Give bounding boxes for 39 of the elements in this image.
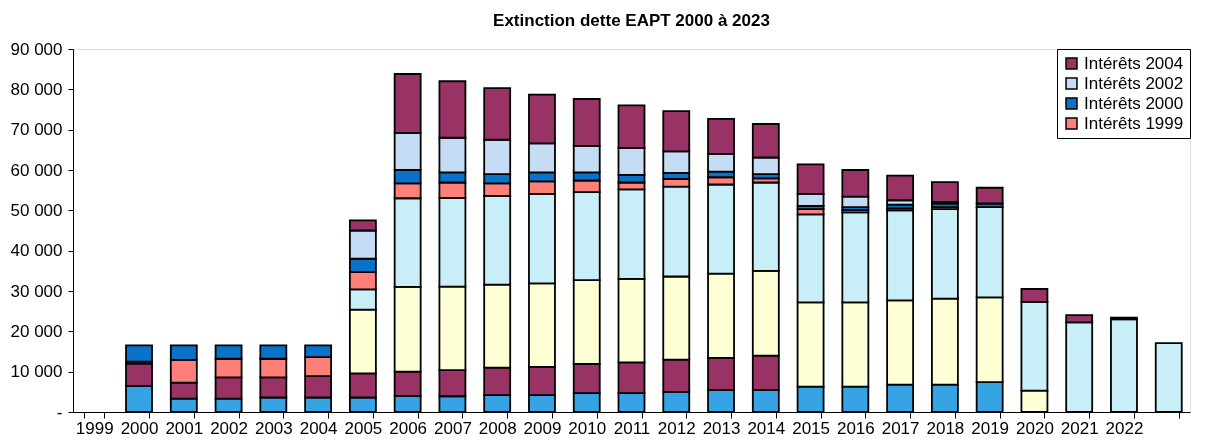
x-tick-label: 2004 — [299, 418, 338, 438]
y-tick-label: 50 000 — [10, 200, 63, 220]
x-tick-label: 2002 — [210, 418, 248, 438]
legend-label: Intérêts 2004 — [1084, 53, 1184, 73]
x-tick-label: 2005 — [344, 418, 383, 438]
x-tick-label: 2003 — [254, 418, 293, 438]
x-tick-label: 2018 — [926, 418, 965, 438]
x-tick-label: 1999 — [75, 418, 114, 438]
x-tick-label: 2009 — [523, 418, 562, 438]
x-tick-label: 2021 — [1060, 418, 1099, 438]
x-tick-label: 2015 — [792, 418, 830, 438]
x-tick-label: 2000 — [120, 418, 159, 438]
y-tick-label: 60 000 — [10, 160, 63, 180]
x-tick-label: 2022 — [1105, 418, 1144, 438]
legend-label: Intérêts 2002 — [1084, 73, 1184, 93]
chart-title: Extinction dette EAPT 2000 à 2023 — [493, 11, 770, 30]
y-tick-label: 70 000 — [10, 120, 63, 140]
x-tick-label: 2017 — [881, 418, 920, 438]
x-tick-label: 2013 — [702, 418, 741, 438]
x-tick-label: 2019 — [971, 418, 1010, 438]
x-tick-label: 2016 — [836, 418, 875, 438]
x-tick-label: 2012 — [657, 418, 696, 438]
x-tick-label: 2007 — [434, 418, 472, 438]
y-tick-label: 10 000 — [10, 362, 63, 382]
x-tick-label: 2001 — [165, 418, 204, 438]
y-tick-label: 30 000 — [10, 281, 63, 301]
y-tick-label: 90 000 — [10, 39, 63, 59]
x-tick-label: 2011 — [613, 418, 651, 438]
y-tick-label: 80 000 — [10, 79, 63, 99]
legend-label: Intérêts 2000 — [1084, 93, 1184, 113]
y-tick-label: - — [56, 402, 63, 422]
x-tick-label: 2020 — [1016, 418, 1054, 438]
x-tick-label: 2010 — [568, 418, 607, 438]
y-tick-label: 40 000 — [10, 241, 63, 261]
x-tick-label: 2006 — [389, 418, 428, 438]
x-tick-label: 2008 — [478, 418, 517, 438]
legend-label: Intérêts 1999 — [1084, 113, 1184, 133]
y-tick-label: 20 000 — [10, 321, 63, 341]
x-tick-label: 2014 — [747, 418, 786, 438]
